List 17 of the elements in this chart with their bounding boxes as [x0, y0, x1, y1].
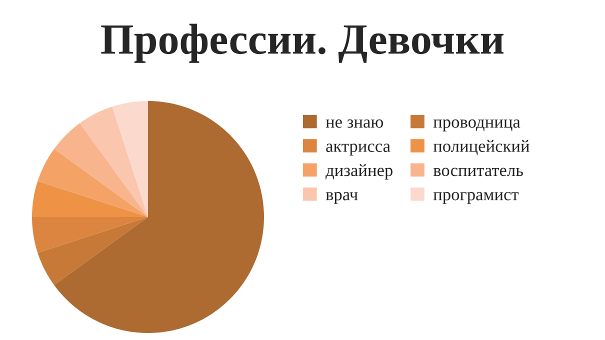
legend-label: врач	[326, 192, 358, 204]
pie-slice	[112, 101, 148, 217]
legend-label: дизайнер	[326, 164, 392, 180]
legend-label: полицейский	[433, 140, 530, 156]
chart-title: Профессии. Девочки	[101, 24, 504, 63]
pie-slice	[32, 217, 148, 253]
pie-slice	[32, 181, 148, 217]
pie-slice	[54, 123, 148, 217]
pie-slice	[38, 217, 148, 286]
pie-slice	[38, 148, 148, 217]
legend-label: актрисса	[326, 144, 390, 156]
legend-label: не знаю	[326, 119, 384, 128]
legend-label: програмист	[433, 192, 519, 204]
pie-slice	[80, 106, 148, 217]
legend-label: проводница	[433, 119, 520, 132]
legend-label: воспитатель	[433, 168, 523, 176]
pie-slice	[54, 101, 264, 333]
